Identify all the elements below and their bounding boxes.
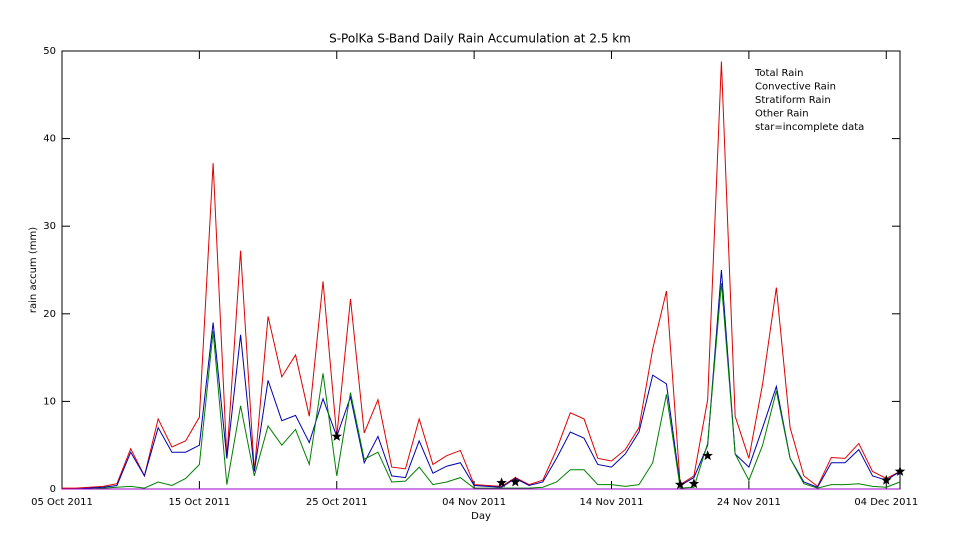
legend-entry: Total Rain <box>754 68 804 79</box>
x-tick-label: 05 Oct 2011 <box>31 497 93 508</box>
incomplete-star <box>702 450 713 461</box>
y-tick-label: 20 <box>43 309 56 320</box>
y-tick-label: 10 <box>43 396 56 407</box>
x-tick-label: 04 Nov 2011 <box>442 497 506 508</box>
incomplete-star <box>688 478 700 489</box>
y-tick-label: 30 <box>43 221 56 232</box>
chart-title: S-PolKa S-Band Daily Rain Accumulation a… <box>329 32 631 46</box>
y-tick-label: 0 <box>50 484 56 495</box>
x-tick-label: 25 Oct 2011 <box>306 497 368 508</box>
incomplete-star <box>894 465 906 476</box>
legend-entry: star=incomplete data <box>755 122 864 133</box>
incomplete-star <box>496 477 507 488</box>
series-line <box>62 61 901 489</box>
series-line <box>62 283 901 490</box>
legend-entry: Other Rain <box>755 109 809 120</box>
x-axis-label: Day <box>471 511 491 522</box>
x-tick-label: 14 Nov 2011 <box>579 497 643 508</box>
incomplete-star <box>510 476 521 487</box>
incomplete-star <box>881 474 892 485</box>
y-tick-label: 50 <box>43 46 56 57</box>
legend-entry: Stratiform Rain <box>755 95 831 106</box>
legend-entry: Convective Rain <box>755 82 836 93</box>
y-tick-label: 40 <box>43 134 56 145</box>
series-line <box>62 269 901 490</box>
y-axis-label: rain accum (mm) <box>28 227 39 313</box>
incomplete-star <box>674 479 686 490</box>
x-tick-label: 24 Nov 2011 <box>717 497 781 508</box>
x-tick-label: 04 Dec 2011 <box>854 497 918 508</box>
incomplete-star <box>331 430 342 441</box>
x-tick-label: 15 Oct 2011 <box>168 497 230 508</box>
